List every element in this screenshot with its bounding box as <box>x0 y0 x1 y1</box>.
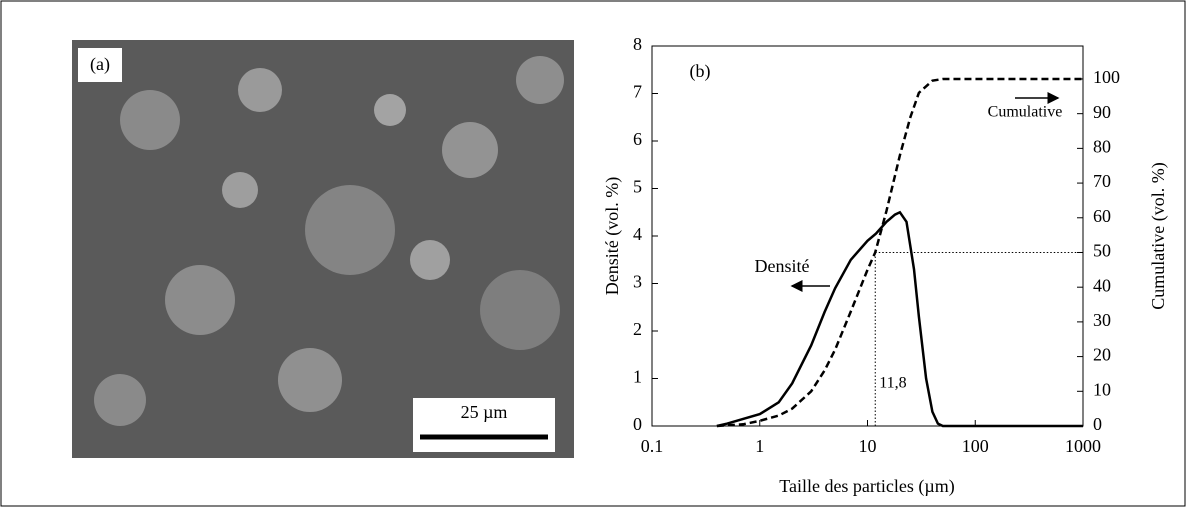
x-tick-label: 1000 <box>1065 436 1101 456</box>
y2-tick-label: 0 <box>1093 414 1102 434</box>
y-tick-label: 2 <box>633 319 642 339</box>
image-label: (a) <box>90 54 110 75</box>
y2-tick-label: 100 <box>1093 67 1120 87</box>
x-tick-label: 1 <box>755 436 764 456</box>
x-axis-title: Taille des particles (µm) <box>779 476 955 497</box>
y-tick-label: 5 <box>633 177 642 197</box>
series-annotation: Densité <box>755 256 810 276</box>
series-annotation: Cumulative <box>988 104 1063 121</box>
y-tick-label: 0 <box>633 414 642 434</box>
y-tick-label: 3 <box>633 272 642 292</box>
y-tick-label: 8 <box>633 34 642 54</box>
series-line <box>716 210 1083 428</box>
y2-tick-label: 90 <box>1093 102 1111 122</box>
y2-tick-label: 50 <box>1093 241 1111 261</box>
x-tick-label: 10 <box>859 436 877 456</box>
y2-tick-label: 10 <box>1093 379 1111 399</box>
y-tick-label: 4 <box>633 224 642 244</box>
scale-bar-label: 25 µm <box>461 402 508 422</box>
median-label: 11,8 <box>879 375 906 392</box>
y-tick-label: 7 <box>633 82 642 102</box>
y2-tick-label: 30 <box>1093 310 1111 330</box>
y2-tick-label: 20 <box>1093 345 1111 365</box>
x-tick-label: 0.1 <box>641 436 664 456</box>
x-tick-label: 100 <box>962 436 989 456</box>
y-axis-title: Densité (vol. %) <box>602 177 623 295</box>
panel-label: (b) <box>690 61 711 82</box>
y2-tick-label: 60 <box>1093 206 1111 226</box>
sem-image <box>72 40 574 458</box>
series-line <box>716 77 1083 428</box>
y2-axis-title: Cumulative (vol. %) <box>1148 162 1169 309</box>
y-tick-label: 6 <box>633 129 642 149</box>
y2-tick-label: 80 <box>1093 136 1111 156</box>
y2-tick-label: 40 <box>1093 275 1111 295</box>
y2-tick-label: 70 <box>1093 171 1111 191</box>
y-tick-label: 1 <box>633 367 642 387</box>
